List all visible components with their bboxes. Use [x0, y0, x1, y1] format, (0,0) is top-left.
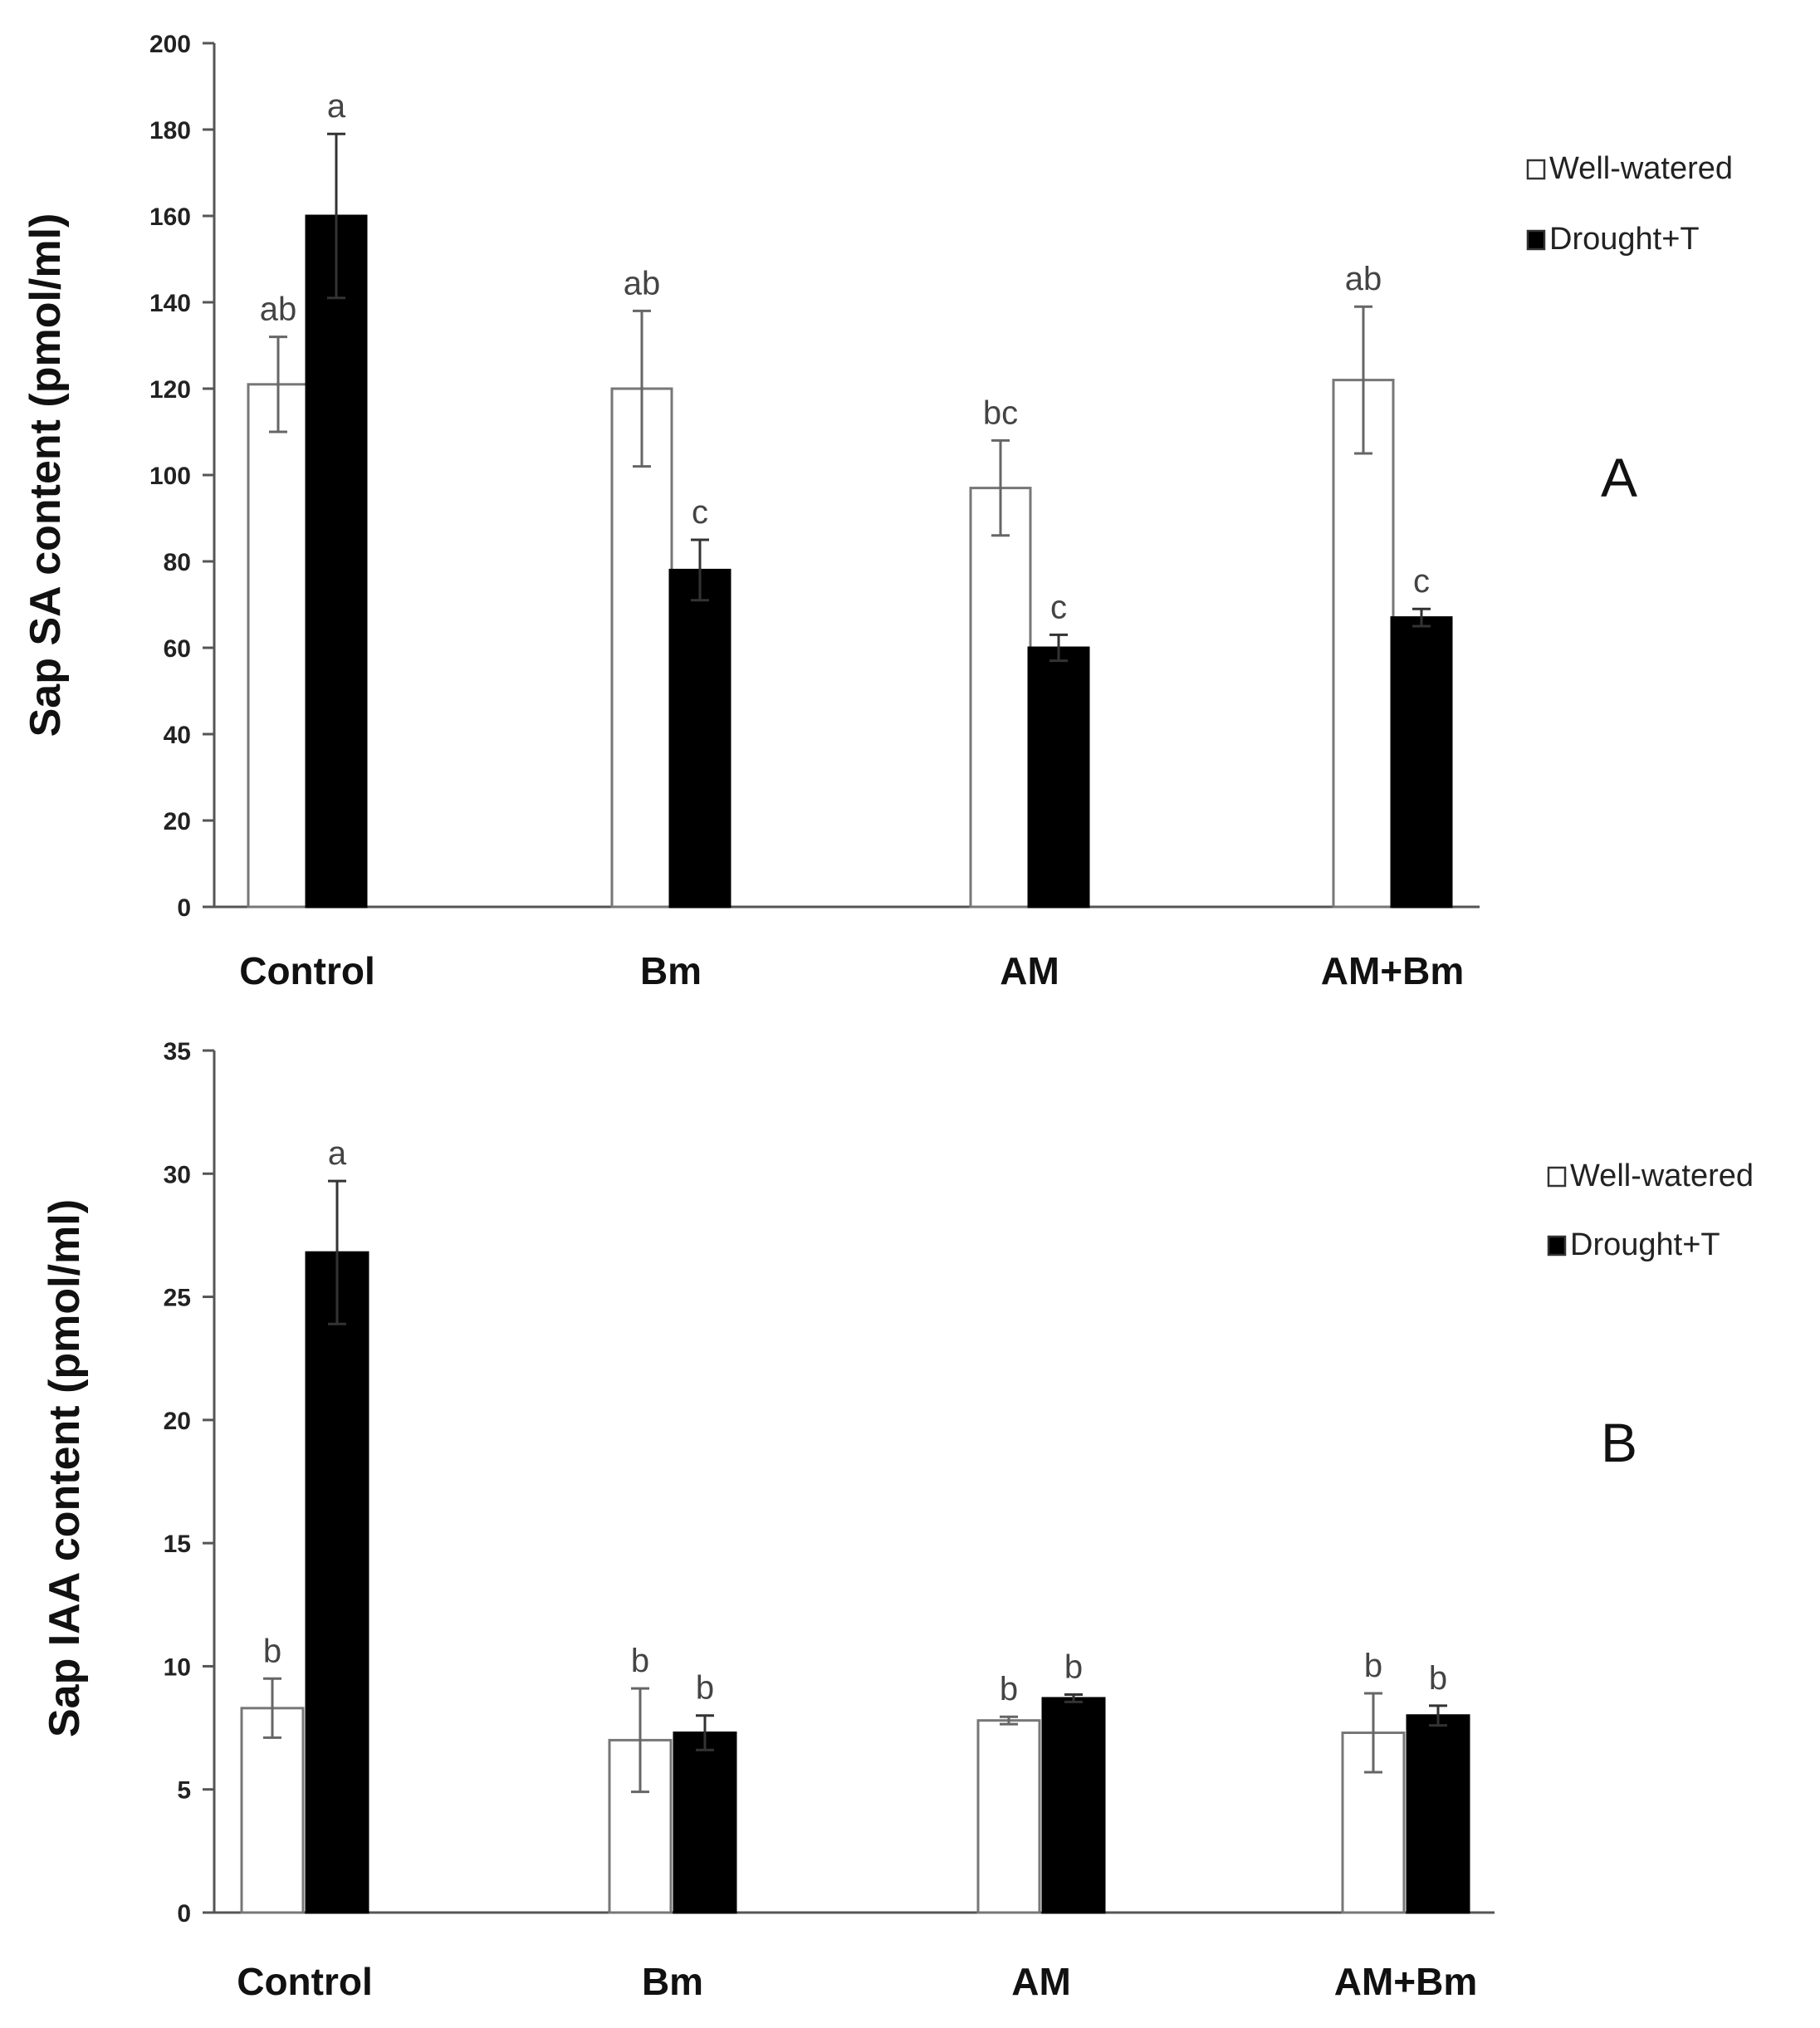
panel-label: B: [1601, 1412, 1637, 1473]
bar-well-watered: [976, 1719, 1041, 1914]
significance-letter: ab: [260, 291, 297, 328]
legend-swatch: [1547, 1166, 1567, 1188]
significance-letter: b: [696, 1670, 714, 1707]
x-tick-label: Bm: [642, 1960, 703, 2003]
x-tick-label: AM+Bm: [1321, 949, 1465, 992]
bar-drought: [305, 1251, 369, 1914]
legend-swatch: [1526, 159, 1546, 180]
significance-letter: c: [1050, 589, 1067, 625]
significance-letter: c: [1413, 563, 1430, 600]
significance-letter: bc: [983, 394, 1018, 431]
y-tick-label: 35: [164, 1038, 191, 1065]
bar-well-watered: [969, 487, 1032, 909]
y-tick-label: 0: [177, 1900, 191, 1928]
y-tick-label: 0: [177, 894, 191, 922]
significance-letter: a: [327, 88, 346, 125]
y-tick-label: 60: [164, 635, 191, 663]
significance-letter: a: [328, 1135, 347, 1172]
bar-drought: [1041, 1697, 1106, 1914]
significance-letter: b: [631, 1643, 649, 1679]
y-tick-label: 160: [149, 203, 191, 231]
x-tick-label: AM: [1011, 1960, 1071, 2003]
bar-drought: [1027, 646, 1090, 909]
y-tick-label: 30: [164, 1161, 191, 1188]
bar-well-watered: [247, 383, 310, 909]
x-tick-label: Control: [237, 1960, 373, 2003]
significance-letter: b: [1000, 1671, 1018, 1707]
legend-label: Drought+T: [1570, 1227, 1720, 1262]
significance-letter: ab: [1345, 261, 1382, 297]
y-tick-label: 200: [149, 31, 191, 58]
y-tick-label: 140: [149, 290, 191, 317]
y-axis-title: Sap SA content (pmol/ml): [22, 213, 70, 737]
y-tick-label: 180: [149, 117, 191, 145]
significance-letter: b: [263, 1633, 281, 1669]
legend-label: Well-watered: [1549, 151, 1733, 186]
bar-drought: [673, 1732, 737, 1914]
x-tick-label: AM: [1000, 949, 1059, 992]
significance-letter: b: [1064, 1649, 1083, 1686]
significance-letter: ab: [624, 265, 661, 301]
x-tick-label: Bm: [640, 949, 702, 992]
y-tick-label: 100: [149, 463, 191, 490]
y-tick-label: 20: [164, 1408, 191, 1435]
y-tick-label: 20: [164, 808, 191, 835]
significance-letter: b: [1429, 1660, 1447, 1697]
legend-swatch: [1526, 229, 1546, 251]
bar-drought: [305, 214, 368, 909]
x-tick-label: Control: [239, 949, 375, 992]
y-axis-title: Sap IAA content (pmol/ml): [41, 1199, 89, 1737]
bar-well-watered: [240, 1707, 305, 1914]
y-tick-label: 25: [164, 1285, 191, 1312]
y-tick-label: 5: [177, 1777, 191, 1805]
bar-drought: [1390, 616, 1453, 909]
chart-panel-a: 0 20 40 60 80 100 120 140 160 180 200 Sap SA conten…: [22, 31, 1733, 992]
significance-letter: c: [692, 494, 708, 531]
panel-label: A: [1601, 447, 1637, 508]
y-tick-label: 10: [164, 1653, 191, 1681]
legend-label: Drought+T: [1549, 222, 1700, 257]
bar-drought: [668, 568, 731, 909]
legend-swatch: [1547, 1235, 1567, 1256]
y-tick-label: 40: [164, 722, 191, 749]
bar-well-watered: [1332, 379, 1395, 909]
y-tick-label: 15: [164, 1531, 191, 1558]
y-tick-label: 80: [164, 549, 191, 576]
chart-panel-b: 0 5 10 15 20 25 30 35 Sap IAA content (pmol/ml) b…: [41, 1038, 1754, 2003]
x-tick-label: AM+Bm: [1334, 1960, 1478, 2003]
significance-letter: b: [1364, 1648, 1382, 1684]
y-tick-label: 120: [149, 376, 191, 404]
legend-label: Well-watered: [1570, 1159, 1754, 1193]
bar-drought: [1406, 1714, 1470, 1914]
